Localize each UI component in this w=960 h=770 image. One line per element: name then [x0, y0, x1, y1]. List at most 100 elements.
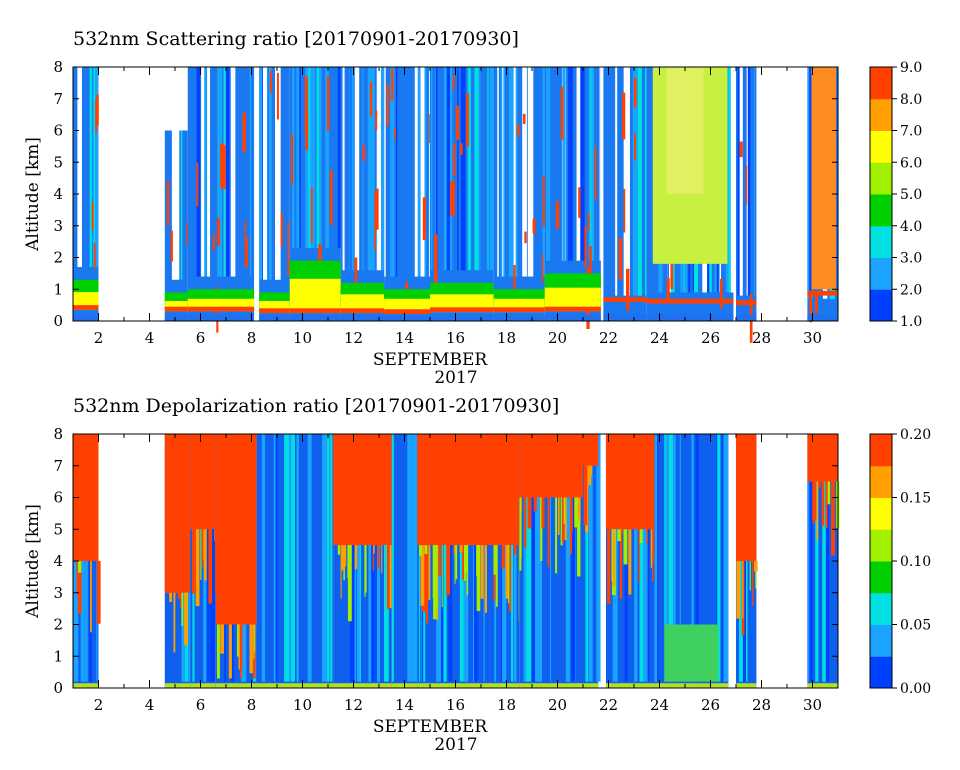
column-streak: [435, 67, 438, 271]
colorbar-swatch: [870, 67, 892, 100]
column-streak: [174, 130, 180, 280]
y-tick-label: 5: [53, 520, 63, 538]
data-column: [164, 434, 191, 688]
column-streak: [467, 67, 471, 271]
column-cloud: [242, 112, 247, 153]
column-streak: [474, 67, 479, 271]
column-cloud: [452, 75, 455, 90]
depol-fall: [341, 545, 346, 571]
column-streak: [737, 67, 740, 296]
depol-fall: [619, 529, 623, 599]
boundary-layer-top: [187, 306, 255, 312]
column-cloud: [589, 245, 592, 277]
column-streak: [615, 67, 618, 296]
x-axis-year-label: 2017: [434, 368, 477, 385]
y-tick-label: 4: [53, 185, 63, 203]
depolarization-ratio-chart: 532nm Depolarization ratio [20170901-201…: [23, 395, 931, 755]
column-streak: [274, 434, 278, 682]
column-cloud: [452, 142, 456, 176]
depol-fall: [347, 545, 352, 622]
column-streak: [513, 67, 517, 277]
column-streak: [448, 434, 453, 682]
column-streak: [358, 434, 361, 682]
x-axis-year-label: 2017: [434, 735, 477, 755]
column-streak: [225, 67, 230, 277]
boundary-layer: [164, 300, 188, 312]
column-cloud: [541, 254, 544, 284]
column-streak: [205, 434, 210, 682]
surface-layer: [187, 314, 255, 321]
column-streak: [679, 434, 681, 682]
scattering-ratio-panel: 532nm Scattering ratio [20170901-2017093…: [23, 28, 922, 385]
column-streak: [550, 434, 552, 682]
depol-fall: [495, 545, 498, 607]
column-cloud: [326, 76, 330, 131]
column-cloud: [394, 128, 396, 140]
colorbar-swatch: [870, 656, 892, 689]
column-cloud: [391, 68, 394, 101]
boundary-layer-top: [430, 307, 494, 313]
depol-fall: [438, 545, 442, 576]
column-streak: [196, 67, 201, 277]
column-cloud: [455, 105, 460, 140]
depol-fall: [220, 624, 224, 654]
colorbar-label: 6.0: [900, 155, 922, 171]
depol-fall: [831, 481, 835, 556]
depol-fall: [508, 545, 510, 604]
depol-fall: [418, 545, 423, 556]
column-streak: [207, 67, 211, 277]
depol-fall: [424, 545, 428, 554]
column-streak: [527, 67, 532, 277]
column-cloud: [745, 165, 748, 205]
column-cloud: [739, 141, 743, 158]
depol-fall: [76, 561, 80, 596]
data-column: [190, 434, 218, 688]
data-column: [544, 67, 601, 330]
column-streak: [483, 434, 485, 682]
colorbar-label: 0.05: [900, 618, 931, 634]
column-streak: [89, 67, 92, 268]
surface-layer: [583, 683, 599, 688]
surface-layer: [333, 683, 392, 688]
x-tick-label: 6: [196, 329, 206, 347]
depol-fall: [612, 529, 616, 587]
column-streak: [319, 67, 322, 248]
colorbar-label: 4.0: [900, 219, 922, 235]
depol-fall: [821, 481, 825, 526]
chart-title: 532nm Depolarization ratio [20170901-201…: [73, 395, 559, 417]
column-streak: [310, 67, 315, 248]
column-streak: [644, 67, 647, 296]
depol-fall: [389, 545, 392, 609]
column-cloud: [374, 191, 376, 252]
x-tick-label: 26: [701, 696, 720, 714]
column-cloud: [513, 264, 516, 299]
data-column: [259, 67, 290, 321]
column-cloud: [555, 201, 560, 230]
x-tick-label: 22: [599, 329, 618, 347]
depol-fall: [827, 481, 831, 505]
column-streak: [588, 67, 592, 261]
x-tick-label: 10: [293, 696, 312, 714]
column-streak: [746, 67, 748, 296]
boundary-layer-top: [544, 306, 601, 312]
surface-layer: [190, 683, 216, 688]
column-streak: [715, 434, 718, 682]
column-streak: [508, 67, 514, 277]
column-cloud: [578, 187, 581, 218]
data-column: [384, 67, 433, 321]
colorbar-label: 8.0: [900, 92, 922, 108]
column-streak: [530, 67, 534, 277]
column-cloud: [354, 257, 358, 296]
column-cloud: [422, 197, 427, 240]
depol-fall: [192, 529, 196, 594]
column-cloud: [465, 93, 469, 147]
plot-area: [73, 67, 838, 343]
data-column: [736, 434, 758, 688]
boundary-layer-top: [603, 297, 647, 302]
column-streak: [202, 67, 207, 277]
colorbar-label: 9.0: [900, 60, 922, 76]
colorbar-swatch: [870, 592, 892, 625]
column-streak: [728, 67, 731, 293]
column-streak: [459, 434, 464, 682]
column-streak: [565, 434, 570, 682]
